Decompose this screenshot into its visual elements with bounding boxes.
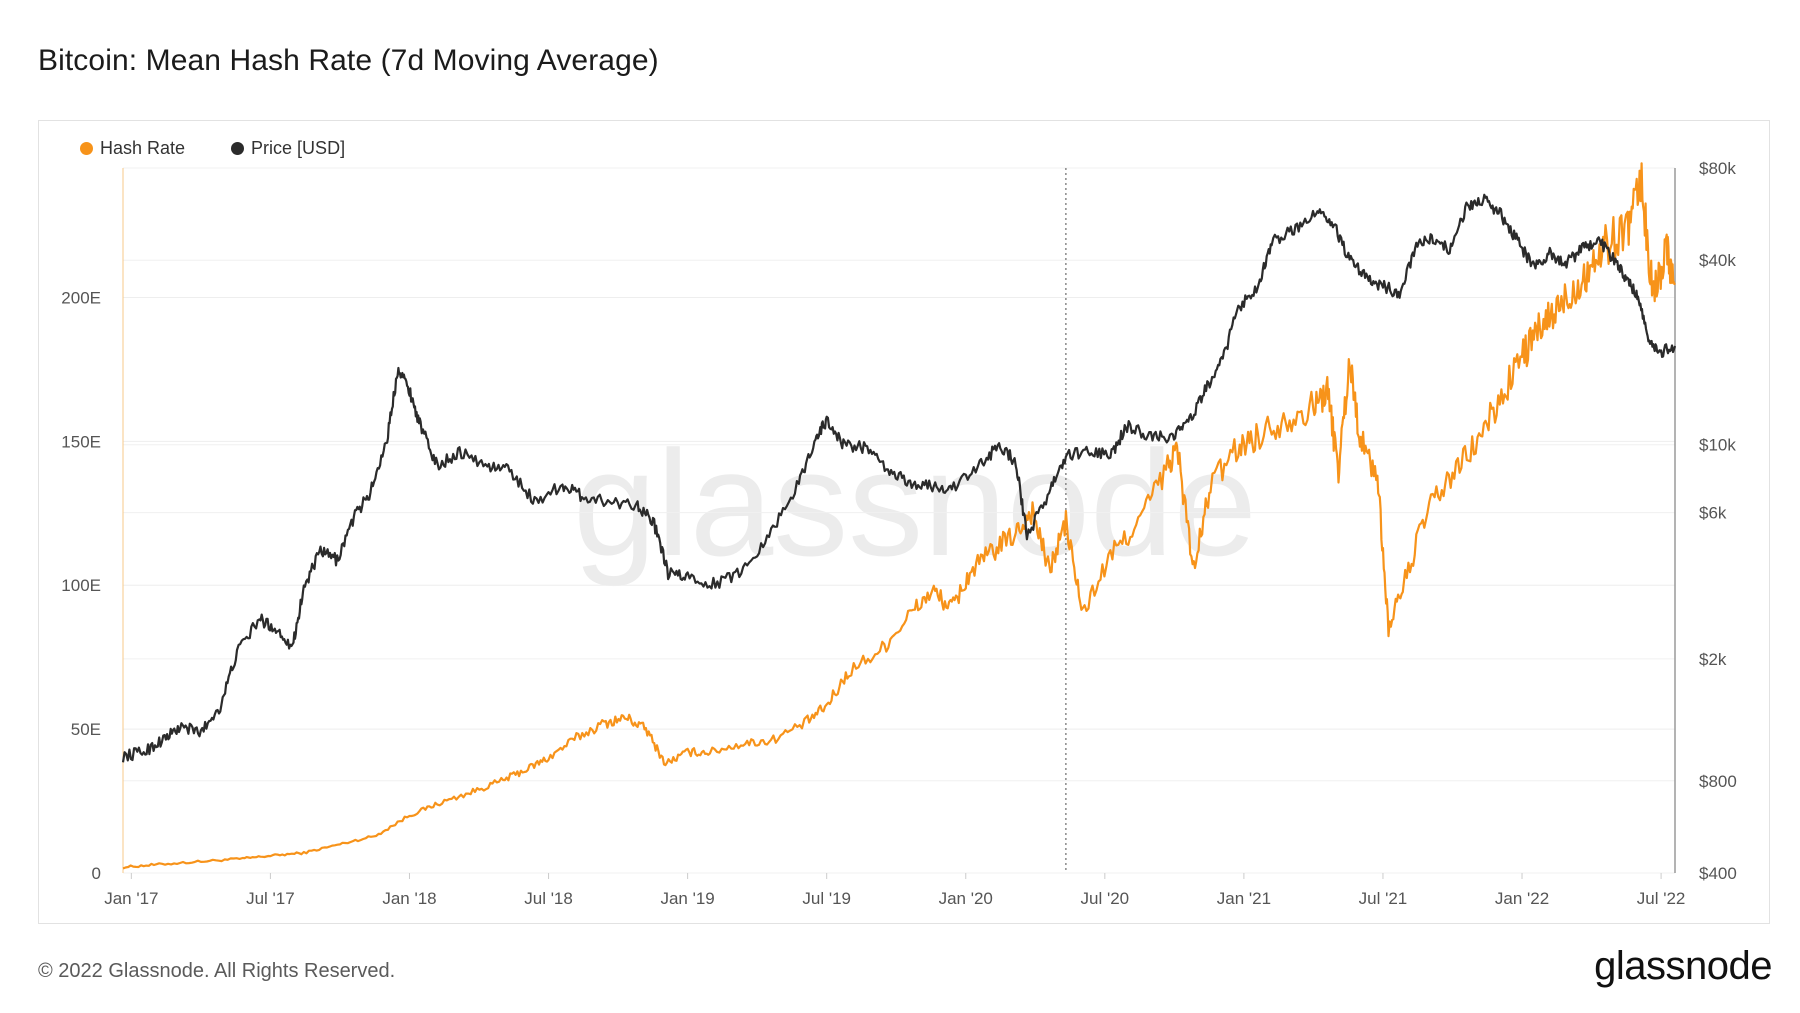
hash-rate-series-line (122, 162, 1676, 870)
legend-label-price: Price [USD] (251, 138, 346, 158)
axes: 0 50E 100E 150E 200E $400 $800 $2k $6k $10k $40k $8… (61, 159, 1737, 908)
legend-label-hash-rate: Hash Rate (100, 138, 186, 158)
right-axis-tick-label: $2k (1699, 650, 1727, 669)
left-axis-tick-label: 200E (61, 288, 101, 307)
hash-rate-dot-icon (80, 142, 93, 155)
copyright-text: © 2022 Glassnode. All Rights Reserved. (38, 960, 396, 982)
price-series-line (121, 193, 1677, 763)
right-axis-tick-label: $10k (1699, 436, 1736, 455)
left-axis-tick-label: 150E (61, 432, 101, 451)
right-axis-tick-label: $800 (1699, 772, 1737, 791)
legend-item-hash-rate[interactable]: Hash Rate (80, 138, 185, 159)
x-axis-tick-label: Jan '21 (1217, 889, 1271, 908)
x-axis-tick-label: Jan '22 (1495, 889, 1549, 908)
x-axis-tick-label: Jan '20 (939, 889, 993, 908)
right-axis-tick-label: $400 (1699, 864, 1737, 883)
page-title: Bitcoin: Mean Hash Rate (7d Moving Avera… (38, 44, 659, 77)
legend: Hash Rate Price [USD] (80, 138, 345, 159)
right-axis-tick-label: $40k (1699, 251, 1736, 270)
left-axis-tick-label: 50E (71, 720, 101, 739)
left-axis-tick-label: 100E (61, 576, 101, 595)
right-axis-tick-label: $6k (1699, 504, 1727, 523)
glassnode-logo[interactable]: glassnode (1594, 944, 1772, 988)
series-layer (121, 162, 1677, 870)
right-axis-tick-label: $80k (1699, 159, 1736, 178)
legend-item-price[interactable]: Price [USD] (231, 138, 345, 159)
x-axis-tick-label: Jul '17 (246, 889, 295, 908)
x-axis-tick-label: Jan '18 (382, 889, 436, 908)
left-axis-tick-label: 0 (92, 864, 101, 883)
x-axis-tick-label: Jul '20 (1081, 889, 1130, 908)
x-axis-tick-label: Jul '19 (802, 889, 851, 908)
x-axis-tick-label: Jul '18 (524, 889, 573, 908)
x-axis-tick-label: Jan '17 (104, 889, 158, 908)
x-axis-tick-label: Jul '22 (1637, 889, 1686, 908)
watermark: glassnode (573, 419, 1257, 587)
grid-lines (123, 167, 1675, 874)
x-axis-tick-label: Jul '21 (1359, 889, 1408, 908)
price-dot-icon (231, 142, 245, 155)
x-axis-tick-label: Jan '19 (660, 889, 714, 908)
chart-frame (38, 120, 1770, 924)
